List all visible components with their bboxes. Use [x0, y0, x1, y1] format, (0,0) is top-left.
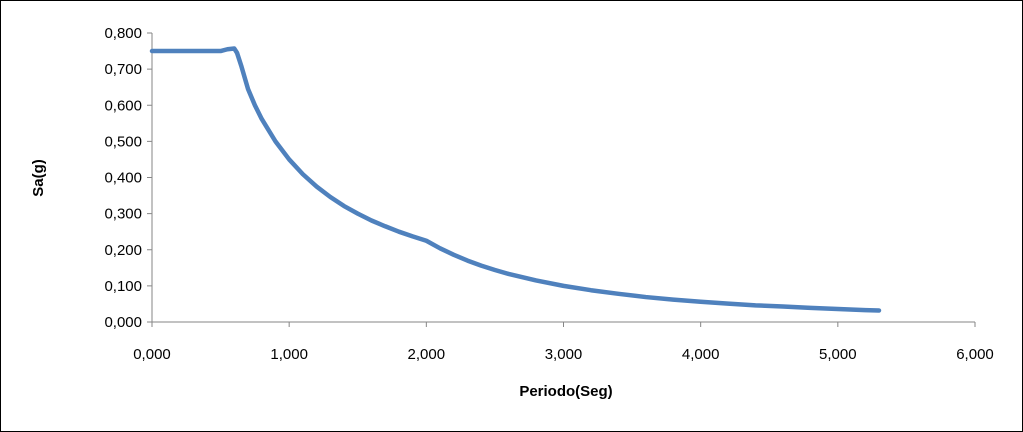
plot-series: [149, 46, 882, 313]
y-tick-label: 0,600: [104, 97, 142, 114]
y-tick-label: 0,200: [104, 242, 142, 259]
y-tick-label: 0,700: [104, 61, 142, 78]
series-line: [149, 46, 882, 313]
y-axis-title: Sa(g): [30, 159, 47, 197]
x-tick-label: 2,000: [408, 346, 446, 363]
x-axis: 0,000 1,000 2,000 3,000 4,000 5,000 6,000: [133, 321, 994, 363]
x-axis-title: Periodo(Seg): [519, 383, 612, 400]
x-tick-label: 1,000: [270, 346, 308, 363]
y-tick-label: 0,400: [104, 170, 142, 187]
x-tick-label: 6,000: [956, 346, 994, 363]
x-tick-label: 5,000: [819, 346, 857, 363]
y-tick-label: 0,500: [104, 133, 142, 150]
y-axis: 0,000 0,100 0,200 0,300 0,400 0,500 0,600 0,700…: [104, 25, 153, 331]
x-tick-label: 4,000: [682, 346, 720, 363]
y-tick-label: 0,000: [104, 314, 142, 331]
y-tick-label: 0,800: [104, 25, 142, 42]
y-tick-label: 0,300: [104, 206, 142, 223]
y-tick-label: 0,100: [104, 278, 142, 295]
x-tick-label: 0,000: [133, 346, 171, 363]
x-tick-label: 3,000: [545, 346, 583, 363]
